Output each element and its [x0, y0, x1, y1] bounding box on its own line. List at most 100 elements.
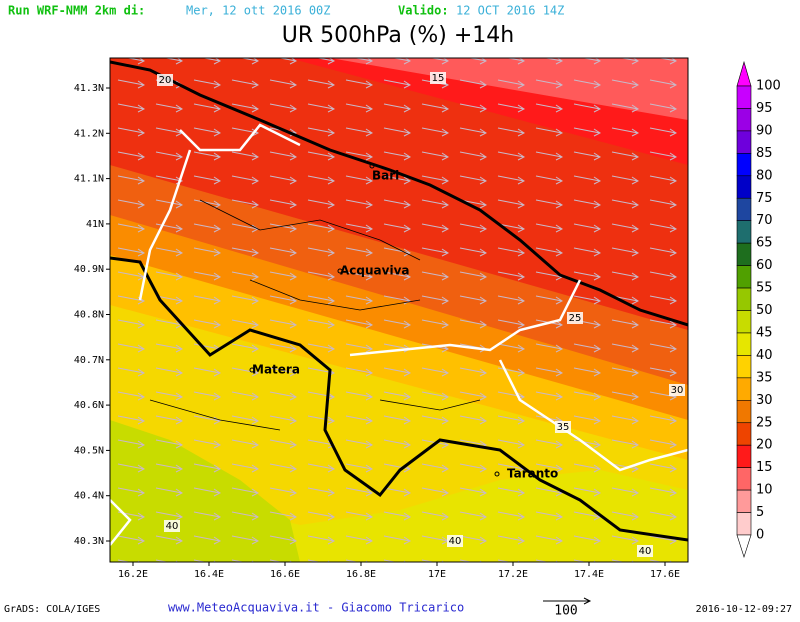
city-marker [337, 268, 343, 274]
lat-label: 40.6N [74, 400, 104, 411]
contour-label-bg [637, 545, 653, 557]
lat-label: 40.3N [74, 536, 104, 547]
city-marker [249, 367, 255, 373]
lon-label: 17E [428, 569, 446, 580]
colorbar-label: 70 [756, 213, 773, 228]
colorbar-cell [736, 265, 752, 289]
colorbar-cell [736, 197, 752, 222]
contour-label-bg [430, 72, 446, 84]
lat-label: 40.4N [74, 491, 104, 502]
colorbar-label: 10 [756, 483, 773, 498]
colorbar-bottom [736, 534, 752, 558]
lat-label: 41N [86, 219, 104, 230]
colorbar-cell [736, 242, 752, 266]
city-label: Matera [252, 363, 300, 377]
lon-label: 17.6E [650, 569, 680, 580]
footer-right: 2016-10-12-09:27 [696, 604, 792, 615]
contour-label: 15 [432, 73, 445, 84]
contour-label: 40 [166, 521, 179, 532]
contour-label-bg [555, 421, 571, 433]
coastline [110, 60, 688, 327]
run-date: Mer, 12 ott 2016 00Z [186, 4, 331, 18]
colorbar-label: 5 [756, 505, 764, 520]
municipal-borders [149, 199, 481, 431]
city-label: Bari [372, 169, 399, 183]
colorbar-cell [736, 310, 752, 334]
lon-label: 16.4E [194, 569, 224, 580]
lat-label: 40.8N [74, 310, 104, 321]
colorbar-cell [736, 220, 752, 244]
colorbar-cell [736, 175, 752, 199]
valid-date: 12 OCT 2016 14Z [456, 4, 564, 18]
colorbar-label: 15 [756, 460, 773, 475]
colorbar-label: 80 [756, 168, 773, 183]
colorbar-label: 40 [756, 348, 773, 363]
colorbar-label: 20 [756, 438, 773, 453]
run-label: Run WRF-NMM 2km di: [8, 4, 145, 18]
vector-arrow [543, 597, 592, 605]
colorbar-cell [736, 85, 752, 109]
region-borders [110, 123, 688, 546]
lon-label: 16.2E [118, 569, 148, 580]
contour-label: 35 [557, 422, 570, 433]
coastline-south [110, 256, 688, 542]
contour-label: 40 [639, 546, 652, 557]
lat-label: 41.2N [74, 128, 104, 139]
city-marker [494, 471, 500, 477]
colorbar-label: 50 [756, 303, 773, 318]
colorbar-label: 65 [756, 236, 773, 251]
lat-label: 40.5N [74, 445, 104, 456]
colorbar-label: 75 [756, 191, 773, 206]
lat-label: 41.3N [74, 83, 104, 94]
city-label: Acquaviva [340, 264, 410, 278]
contour-label-bg [447, 535, 463, 547]
colorbar-cell [736, 512, 752, 536]
lat-label: 40.7N [74, 355, 104, 366]
contour-label: 30 [671, 385, 684, 396]
contour-label-bg [157, 74, 173, 86]
colorbar-cell [736, 467, 752, 491]
lon-label: 17.2E [498, 569, 528, 580]
colorbar-cell [736, 377, 752, 401]
colorbar-label: 35 [756, 370, 773, 385]
colorbar-top [736, 60, 752, 87]
colorbar-cell [736, 130, 752, 154]
lon-label: 17.4E [574, 569, 604, 580]
lat-label: 41.1N [74, 174, 104, 185]
colorbar-cell [736, 332, 752, 356]
contour-label: 40 [449, 536, 462, 547]
colorbar-label: 85 [756, 146, 773, 161]
colorbar-label: 0 [756, 528, 764, 543]
valid-label: Valido: [398, 4, 449, 18]
lat-label: 40.9N [74, 264, 104, 275]
contour-label-bg [567, 312, 583, 324]
lon-label: 16.8E [346, 569, 376, 580]
colorbar-cell [736, 444, 752, 468]
colorbar-cell [736, 153, 752, 177]
contour-label-bg [669, 384, 685, 396]
map-field [110, 58, 688, 562]
colorbar-cell [736, 489, 752, 513]
colorbar-label: 95 [756, 101, 773, 116]
colorbar-cell [736, 422, 752, 446]
colorbar-cell [736, 108, 752, 132]
footer-left: GrADS: COLA/IGES [4, 604, 100, 615]
city-marker [369, 163, 375, 169]
vector-label: 100 [554, 604, 577, 619]
colorbar-label: 30 [756, 393, 773, 408]
colorbar-label: 100 [756, 79, 781, 94]
contour-label: 25 [569, 313, 582, 324]
wind-arrows [110, 58, 688, 562]
map-title: UR 500hPa (%) +14h [282, 23, 515, 48]
colorbar-label: 60 [756, 258, 773, 273]
colorbar-label: 55 [756, 281, 773, 296]
colorbar-cell [736, 355, 752, 379]
lon-label: 16.6E [270, 569, 300, 580]
contour-label: 20 [159, 75, 172, 86]
colorbar-cell [736, 399, 752, 424]
footer-center: www.MeteoAcquaviva.it - Giacomo Tricaric… [168, 601, 464, 615]
colorbar-label: 25 [756, 415, 773, 430]
city-label: Taranto [507, 467, 558, 481]
colorbar-cell [736, 287, 752, 311]
